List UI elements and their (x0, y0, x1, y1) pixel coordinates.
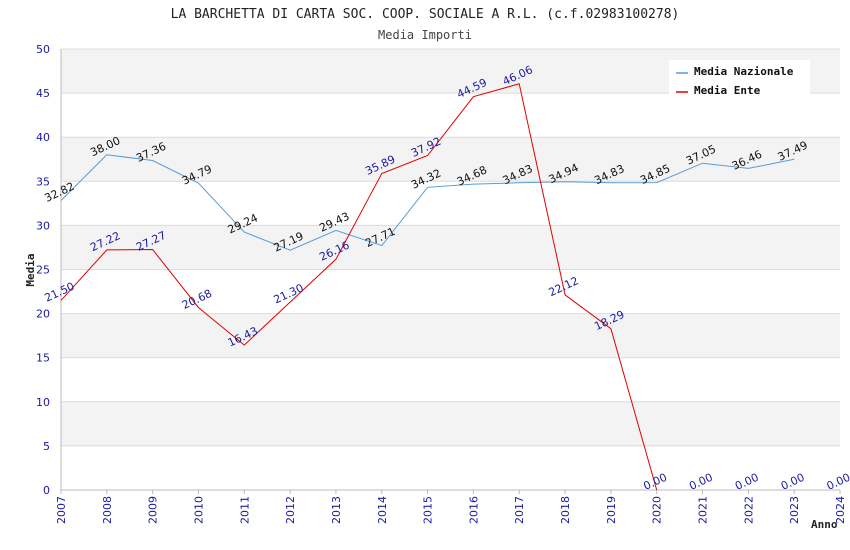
x-tick-labels: 2007 2008 2009 2010 2011 2012 2013 2014 2015 2016… (55, 496, 847, 524)
x-tick-label-2011: 2011 (238, 496, 251, 524)
x-tick-label-2023: 2023 (788, 496, 801, 524)
y-tick-label-50: 50 (36, 43, 50, 56)
y-tick-label-10: 10 (36, 396, 50, 409)
y-tick-label-0: 0 (43, 484, 50, 497)
x-tick-label-2024: 2024 (834, 496, 847, 524)
y-tick-label-15: 15 (36, 352, 50, 365)
x-tick-label-2014: 2014 (376, 496, 389, 524)
legend: Media Nazionale Media Ente (669, 60, 810, 98)
y-tick-label-35: 35 (36, 175, 50, 188)
grid-band (61, 137, 840, 182)
x-tick-label-2021: 2021 (697, 496, 710, 524)
x-tick-label-2013: 2013 (330, 496, 343, 524)
chart-title: LA BARCHETTA DI CARTA SOC. COOP. SOCIALE… (171, 7, 680, 22)
x-tick-label-2012: 2012 (284, 496, 297, 524)
x-tick-label-2018: 2018 (559, 496, 572, 524)
y-tick-label-25: 25 (36, 264, 50, 277)
y-tick-label-30: 30 (36, 219, 50, 232)
data-label-ente-2012: 21.30 (272, 281, 306, 306)
grid-band (61, 401, 840, 446)
axes (60, 49, 841, 494)
series-lines (60, 83, 795, 491)
legend-label-media-nazionale: Media Nazionale (694, 65, 794, 78)
data-label-ente-2007: 21.50 (42, 280, 76, 305)
x-tick-label-2020: 2020 (651, 496, 664, 524)
chart-subtitle: Media Importi (378, 28, 472, 42)
x-tick-label-2016: 2016 (467, 496, 480, 524)
y-axis-label: Media (24, 253, 37, 286)
x-tick-label-2007: 2007 (55, 496, 68, 524)
data-label-ente-2018: 22.12 (547, 274, 581, 299)
series-line-media-ente (60, 83, 658, 491)
grid-bands (61, 49, 840, 446)
y-tick-label-40: 40 (36, 131, 50, 144)
legend-box (669, 60, 810, 98)
x-tick-label-2008: 2008 (101, 496, 114, 524)
y-tick-label-20: 20 (36, 308, 50, 321)
x-tick-label-2017: 2017 (513, 496, 526, 524)
y-tick-labels: 0 5 10 15 20 25 30 35 40 45 50 (36, 43, 50, 497)
grid-band (61, 313, 840, 358)
x-tick-label-2019: 2019 (605, 496, 618, 524)
y-tick-label-5: 5 (43, 440, 50, 453)
legend-label-media-ente: Media Ente (694, 84, 761, 97)
series-line-media-nazionale (60, 154, 795, 251)
x-tick-label-2015: 2015 (422, 496, 435, 524)
x-axis-label: Anno (811, 518, 838, 531)
y-tick-label-45: 45 (36, 87, 50, 100)
x-tick-label-2022: 2022 (742, 496, 755, 524)
grid-band (61, 225, 840, 270)
x-tick-label-2009: 2009 (147, 496, 160, 524)
x-tick-label-2010: 2010 (192, 496, 205, 524)
